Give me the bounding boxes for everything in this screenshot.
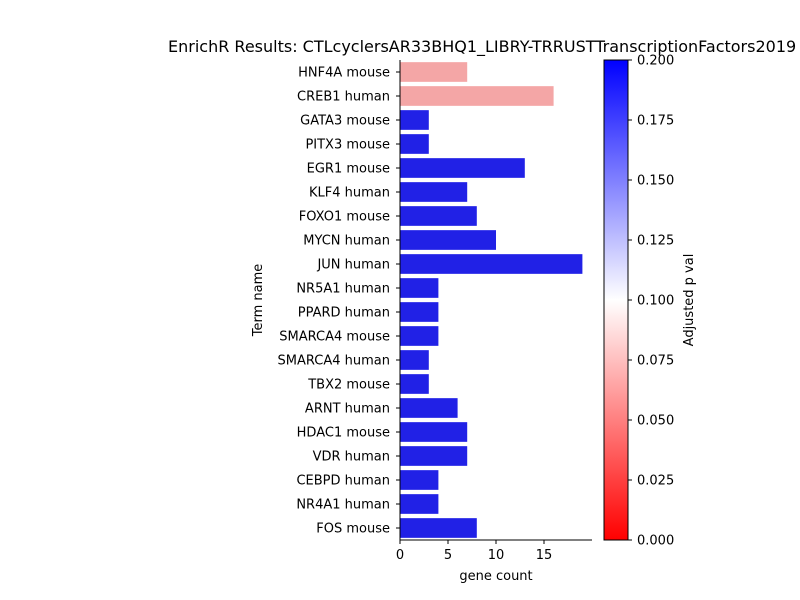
bar-gata3-mouse [400,110,429,130]
bar-ppard-human [400,302,439,322]
bar-arnt-human [400,398,458,418]
bar-klf4-human [400,182,468,202]
y-tick-label: FOXO1 mouse [299,210,390,225]
bar-hdac1-mouse [400,422,468,442]
colorbar-tick-label: 0.075 [637,354,674,369]
colorbar-tick-label: 0.175 [637,114,674,129]
bar-nr5a1-human [400,278,439,298]
y-tick-label: KLF4 human [309,186,390,201]
y-tick-label: CREB1 human [297,90,390,105]
y-tick-label: PPARD human [298,306,390,321]
bar-foxo1-mouse [400,206,477,226]
x-tick-label: 15 [536,548,553,563]
colorbar-tick-label: 0.200 [637,54,674,69]
colorbar-ticks: 0.000 0.025 0.050 0.075 0.100 0.125 0.150 0.175… [628,54,674,549]
bar-nr4a1-human [400,494,439,514]
colorbar-tick-label: 0.050 [637,414,674,429]
y-tick-label: FOS mouse [316,522,390,537]
bar-jun-human [400,254,583,274]
y-tick-label: SMARCA4 human [278,354,390,369]
bar-smarca4-mouse [400,326,439,346]
y-tick-label: HNF4A mouse [298,66,390,81]
y-tick-label: SMARCA4 mouse [279,330,390,345]
y-tick-label: ARNT human [305,402,390,417]
bar-cebpd-human [400,470,439,490]
y-tick-label: GATA3 mouse [300,114,390,129]
bar-creb1-human [400,86,554,106]
bar-smarca4-human [400,350,429,370]
y-tick-label: VDR human [313,450,390,465]
y-tick-label: JUN human [316,258,390,273]
colorbar-tick-label: 0.125 [637,234,674,249]
y-tick-label: EGR1 mouse [307,162,390,177]
x-tick-labels: 0 5 10 15 [396,540,552,563]
bar-hnf4a-mouse [400,62,468,82]
colorbar-tick-label: 0.100 [637,294,674,309]
y-tick-label: PITX3 mouse [305,138,390,153]
y-tick-label: HDAC1 mouse [297,426,390,441]
y-tick-label: TBX2 mouse [307,378,390,393]
bar-mycn-human [400,230,496,250]
colorbar [603,59,629,541]
y-tick-labels: HNF4A mouse CREB1 human GATA3 mouse PITX3 m… [278,66,400,537]
x-tick-label: 10 [488,548,505,563]
bar-egr1-mouse [400,158,525,178]
colorbar-tick-label: 0.000 [637,534,674,549]
y-tick-label: NR5A1 human [296,282,390,297]
bar-fos-mouse [400,518,477,538]
y-tick-label: MYCN human [303,234,390,249]
bar-tbx2-mouse [400,374,429,394]
colorbar-tick-label: 0.025 [637,474,674,489]
y-axis-label: Term name [251,264,266,338]
colorbar-label: Adjusted p val [682,254,697,347]
y-tick-label: NR4A1 human [296,498,390,513]
y-tick-label: CEBPD human [296,474,390,489]
x-tick-label: 0 [396,548,404,563]
bar-vdr-human [400,446,468,466]
x-axis-label: gene count [459,569,532,584]
bars-group [400,62,583,538]
colorbar-tick-label: 0.150 [637,174,674,189]
chart-title: EnrichR Results: CTLcyclersAR33BHQ1_LIBR… [168,37,796,57]
bar-pitx3-mouse [400,134,429,154]
x-tick-label: 5 [444,548,452,563]
